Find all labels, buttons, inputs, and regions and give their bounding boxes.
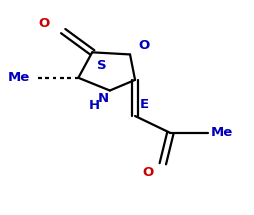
Text: Me: Me <box>210 126 232 140</box>
Text: O: O <box>141 166 153 179</box>
Text: Me: Me <box>8 71 30 84</box>
Text: O: O <box>138 40 149 52</box>
Text: N: N <box>98 92 109 105</box>
Text: O: O <box>39 17 50 30</box>
Text: H: H <box>89 99 100 112</box>
Text: E: E <box>139 98 148 111</box>
Text: S: S <box>97 58 107 72</box>
